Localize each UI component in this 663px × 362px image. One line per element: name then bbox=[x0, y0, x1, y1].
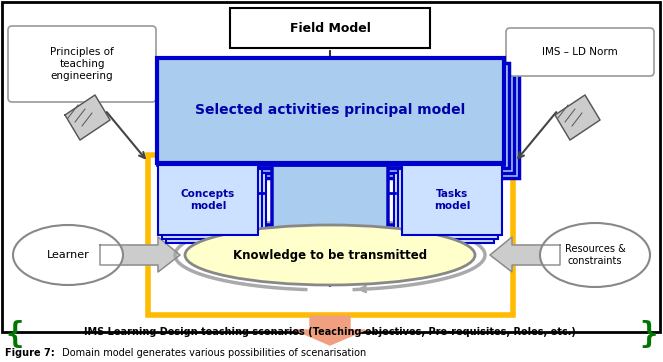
Text: Domain model generates various possibilities of scenarisation: Domain model generates various possibili… bbox=[59, 348, 366, 358]
FancyBboxPatch shape bbox=[157, 155, 504, 165]
Text: IMS Learning Design teaching scenarios (Teaching objectives, Pre-requisites, Rol: IMS Learning Design teaching scenarios (… bbox=[84, 327, 576, 337]
FancyBboxPatch shape bbox=[506, 28, 654, 76]
FancyBboxPatch shape bbox=[166, 173, 266, 243]
FancyBboxPatch shape bbox=[148, 155, 513, 315]
Text: }: } bbox=[640, 320, 658, 349]
Text: Knowledge to be transmitted: Knowledge to be transmitted bbox=[233, 248, 427, 261]
FancyBboxPatch shape bbox=[167, 68, 514, 173]
Ellipse shape bbox=[540, 223, 650, 287]
FancyBboxPatch shape bbox=[230, 8, 430, 48]
FancyBboxPatch shape bbox=[2, 2, 660, 332]
FancyBboxPatch shape bbox=[157, 58, 504, 163]
Ellipse shape bbox=[185, 225, 475, 285]
FancyBboxPatch shape bbox=[402, 165, 502, 235]
Polygon shape bbox=[100, 237, 180, 272]
FancyBboxPatch shape bbox=[162, 63, 509, 168]
Text: Figure 7:: Figure 7: bbox=[5, 348, 55, 358]
Text: Learner: Learner bbox=[46, 250, 90, 260]
Polygon shape bbox=[555, 95, 600, 140]
Polygon shape bbox=[295, 316, 365, 345]
Ellipse shape bbox=[13, 225, 123, 285]
Polygon shape bbox=[65, 95, 110, 140]
Text: Concepts
model: Concepts model bbox=[181, 189, 235, 211]
Text: Principles of
teaching
engineering: Principles of teaching engineering bbox=[50, 47, 114, 81]
FancyBboxPatch shape bbox=[158, 165, 258, 235]
Polygon shape bbox=[490, 237, 560, 272]
FancyBboxPatch shape bbox=[398, 169, 498, 239]
Text: IMS – LD Norm: IMS – LD Norm bbox=[542, 47, 618, 57]
FancyBboxPatch shape bbox=[172, 73, 519, 178]
FancyBboxPatch shape bbox=[394, 173, 494, 243]
FancyBboxPatch shape bbox=[162, 169, 262, 239]
Text: Selected activities principal model: Selected activities principal model bbox=[195, 103, 465, 117]
FancyBboxPatch shape bbox=[8, 26, 156, 102]
Text: Resources &
constraints: Resources & constraints bbox=[565, 244, 625, 266]
Polygon shape bbox=[248, 163, 412, 285]
Text: {: { bbox=[5, 320, 23, 349]
Text: Tasks
model: Tasks model bbox=[434, 189, 470, 211]
Text: Field Model: Field Model bbox=[290, 21, 371, 34]
